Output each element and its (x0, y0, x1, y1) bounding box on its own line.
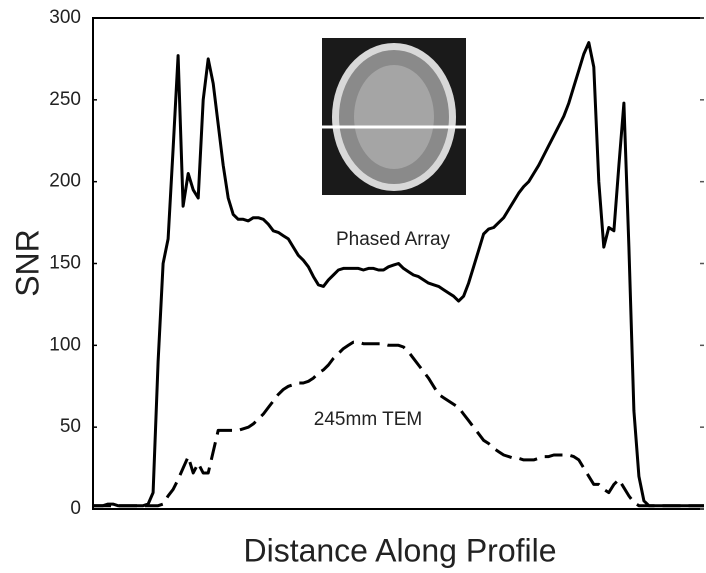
y-tick-label: 200 (49, 171, 81, 192)
y-tick-label: 0 (70, 498, 81, 519)
series-line (93, 340, 704, 508)
annotation: 245mm TEM (314, 409, 422, 430)
y-tick-label: 50 (60, 416, 81, 437)
y-tick-label: 100 (49, 334, 81, 355)
x-axis-label: Distance Along Profile (243, 532, 556, 568)
y-axis-label: SNR (9, 229, 45, 297)
annotation: Phased Array (336, 229, 451, 250)
inset-image (322, 38, 466, 195)
y-tick-label: 250 (49, 89, 81, 110)
y-tick-label: 150 (49, 253, 81, 274)
y-tick-label: 300 (49, 7, 81, 28)
series-line (93, 41, 704, 508)
